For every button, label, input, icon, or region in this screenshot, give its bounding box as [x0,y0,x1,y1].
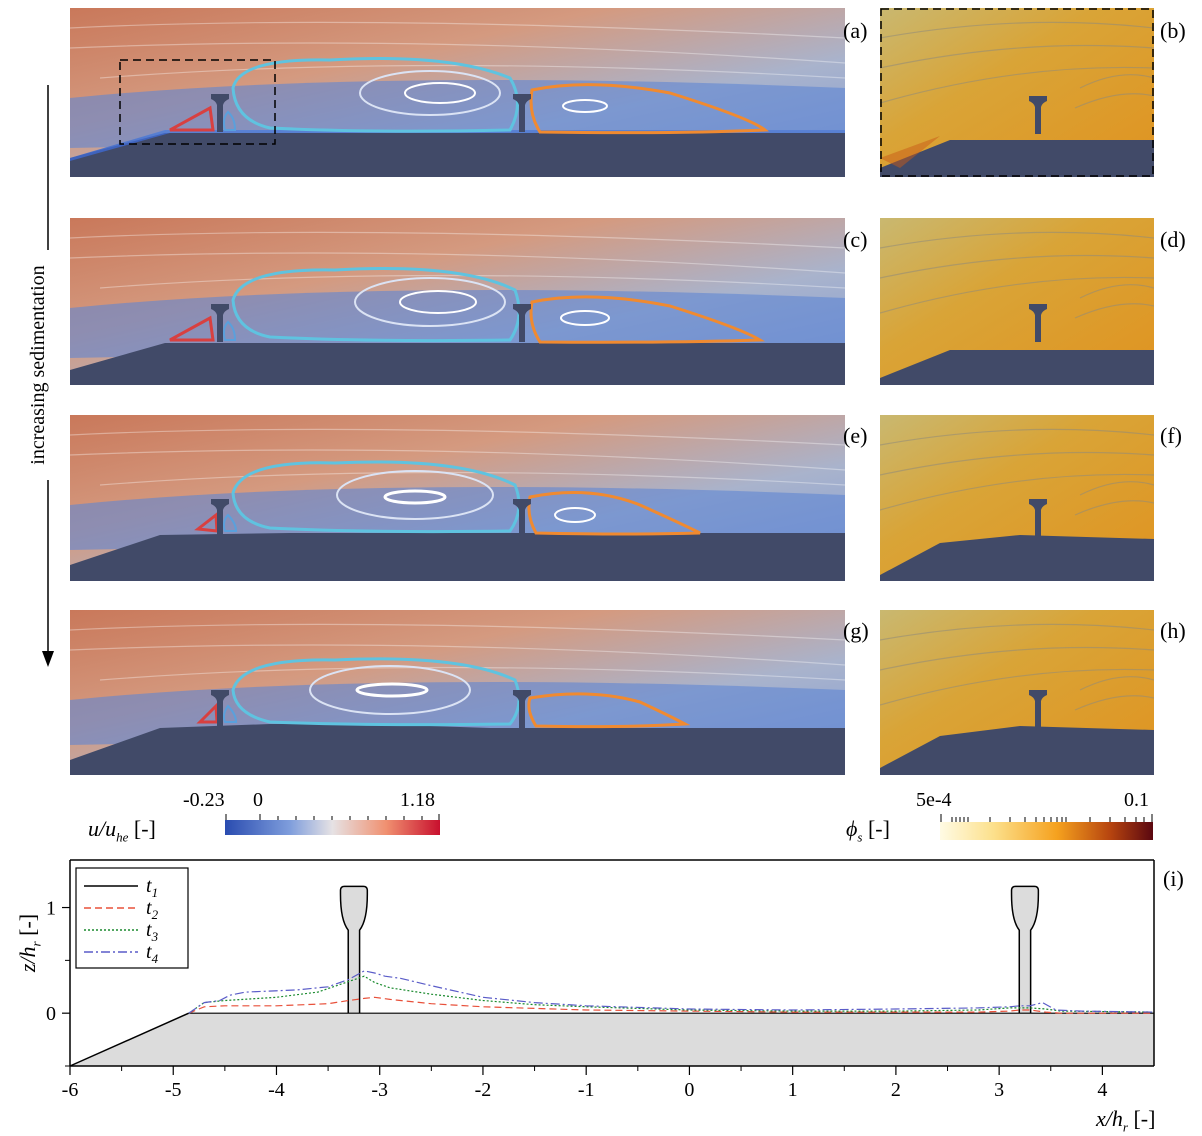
series-line-t3 [188,975,1155,1014]
rail-left [339,885,369,1014]
colorbar-u [225,814,440,835]
y-axis-label: z/hr [-] [15,913,44,973]
series-line-t4 [188,970,1155,1014]
slope-line [69,1012,190,1067]
panel-label-b: (b) [1160,18,1186,43]
panel-label-g: (g) [843,618,869,643]
phi-panel-h [880,610,1154,775]
x-tick-label--6: -6 [62,1079,79,1101]
phi-panel-d [880,218,1154,385]
colorbar-phi [940,814,1153,840]
panel-label-a: (a) [843,18,868,43]
series-line-t2 [188,996,1154,1014]
flow-panel-g [70,610,845,775]
flow-panel-a [70,8,845,177]
ground-area [70,920,1154,1066]
x-axis-label: x/hr [-] [1096,1106,1156,1135]
panel-label-i: (i) [1163,866,1184,891]
rail-right [1010,885,1040,1014]
sedimentation-label: increasing sedimentation [27,250,51,480]
panel-label-h: (h) [1160,618,1186,643]
colorbar-phi-label: ϕs [-] [846,816,890,845]
colorbar-u-label: u/uhe [-] [88,816,156,845]
panel-label-d: (d) [1160,227,1186,252]
panel-label-f: (f) [1160,423,1182,448]
colorbar-u-tick-max: 1.18 [400,789,435,811]
panel-label-c: (c) [843,227,868,252]
x-tick-label--4: -4 [268,1079,285,1101]
x-tick-label--3: -3 [371,1079,388,1101]
flow-panel-e [70,415,845,581]
x-tick-label--2: -2 [475,1079,492,1101]
x-tick-label-4: 4 [1097,1079,1107,1101]
panel-label-e: (e) [843,423,868,448]
colorbar-u-tick-zero: 0 [253,789,263,811]
x-tick-label-0: 0 [684,1079,694,1101]
colorbar-phi-tick-min: 5e-4 [916,789,952,811]
colorbar-u-tick-min: -0.23 [183,789,225,811]
phi-panel-f [880,415,1154,581]
legend-box [75,867,189,969]
x-tick-label--1: -1 [578,1079,595,1101]
x-tick-label-3: 3 [994,1079,1004,1101]
x-tick-label-1: 1 [788,1079,798,1101]
colorbar-phi-tick-max: 0.1 [1124,789,1149,811]
y-tick-label-1: 1 [46,898,56,920]
x-tick-label--5: -5 [165,1079,182,1101]
flow-panel-c [70,218,845,385]
x-tick-label-2: 2 [891,1079,901,1101]
phi-panel-b [880,8,1154,177]
y-tick-label-0: 0 [46,1003,56,1025]
